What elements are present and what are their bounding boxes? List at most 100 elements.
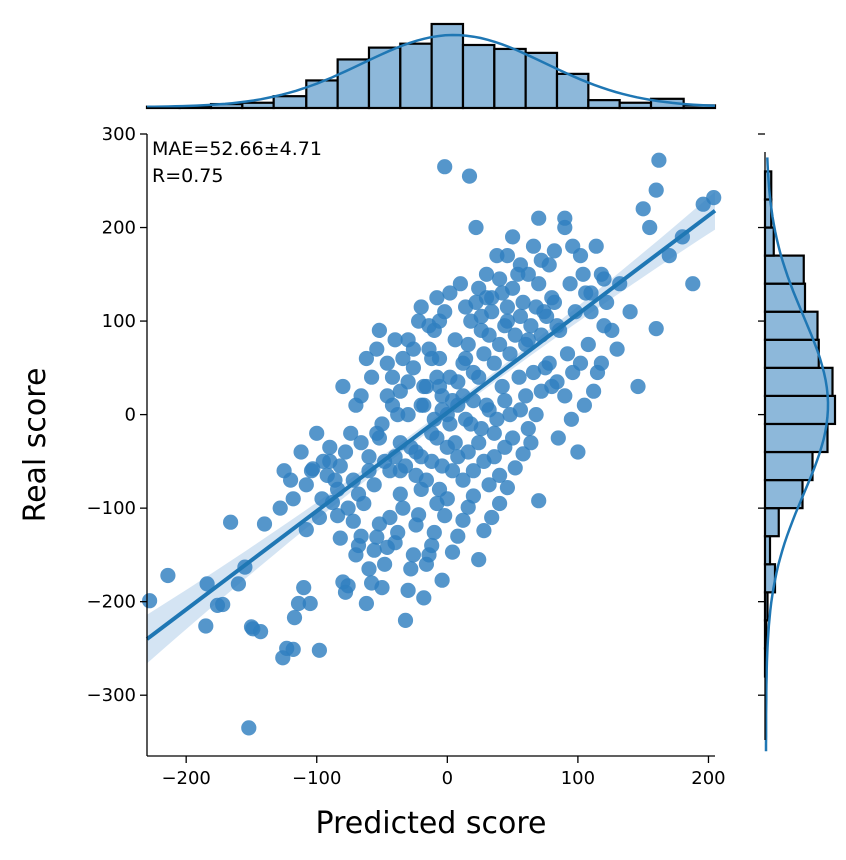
scatter-point xyxy=(371,430,387,446)
scatter-point xyxy=(460,444,476,460)
scatter-point xyxy=(507,327,523,343)
scatter-point xyxy=(379,355,395,371)
scatter-point xyxy=(651,152,667,168)
scatter-point xyxy=(471,435,487,451)
scatter-points xyxy=(142,152,722,736)
scatter-point xyxy=(322,439,338,455)
scatter-point xyxy=(661,248,677,264)
scatter-point xyxy=(418,378,434,395)
scatter-point xyxy=(599,294,615,310)
scatter-point xyxy=(283,472,299,488)
scatter-point xyxy=(366,477,382,493)
scatter-point xyxy=(418,472,434,488)
scatter-point xyxy=(586,383,602,399)
marginal-x-histogram xyxy=(145,22,717,110)
scatter-point xyxy=(361,449,377,465)
scatter-point xyxy=(447,332,463,348)
scatter-point xyxy=(437,159,453,175)
scatter-point xyxy=(492,495,508,512)
scatter-point xyxy=(450,374,466,390)
x-tick-label: 0 xyxy=(442,768,453,789)
scatter-point xyxy=(400,407,416,423)
scatter-point xyxy=(400,374,416,390)
scatter-point xyxy=(559,346,576,362)
scatter-point xyxy=(497,318,513,334)
scatter-point xyxy=(486,425,502,441)
scatter-point xyxy=(374,580,390,596)
scatter-point xyxy=(256,516,273,532)
y-hist-bar xyxy=(763,422,829,454)
scatter-point xyxy=(504,229,521,245)
scatter-point xyxy=(648,182,664,198)
scatter-point xyxy=(531,493,547,509)
scatter-point xyxy=(489,248,505,264)
scatter-point xyxy=(452,276,468,292)
scatter-point xyxy=(439,439,455,455)
scatter-point xyxy=(486,449,502,465)
x-tick-label: −100 xyxy=(292,768,341,789)
scatter-point xyxy=(504,280,521,296)
scatter-point xyxy=(525,364,542,381)
x-hist-bar xyxy=(618,101,653,110)
scatter-point xyxy=(353,528,369,544)
scatter-point xyxy=(332,458,348,474)
scatter-point xyxy=(319,467,335,483)
scatter-point xyxy=(353,435,369,451)
y-hist-bar xyxy=(763,450,814,482)
scatter-point xyxy=(405,547,421,563)
scatter-point xyxy=(160,567,176,584)
scatter-point xyxy=(492,467,508,483)
scatter-point xyxy=(580,336,596,353)
scatter-point xyxy=(575,266,591,282)
scatter-point xyxy=(311,642,327,658)
scatter-point xyxy=(570,444,586,460)
scatter-point xyxy=(572,355,589,371)
scatter-point xyxy=(413,299,429,315)
scatter-point xyxy=(392,486,408,502)
scatter-point xyxy=(528,407,544,423)
scatter-point xyxy=(518,388,534,404)
scatter-point xyxy=(345,513,361,529)
scatter-point xyxy=(481,327,497,343)
scatter-point xyxy=(353,388,369,404)
scatter-point xyxy=(285,491,301,507)
scatter-point xyxy=(303,463,320,479)
scatter-point xyxy=(471,552,487,568)
y-hist-bar xyxy=(763,366,834,397)
scatter-point xyxy=(455,512,471,528)
scatter-point xyxy=(335,378,351,395)
scatter-point xyxy=(630,378,646,395)
scatter-point xyxy=(371,322,387,338)
scatter-point xyxy=(296,580,312,596)
scatter-point xyxy=(484,509,500,526)
scatter-point xyxy=(358,350,374,367)
scatter-point xyxy=(340,578,356,594)
scatter-point xyxy=(492,271,508,287)
scatter-point xyxy=(520,421,536,437)
scatter-point xyxy=(421,318,437,334)
scatter-point xyxy=(142,593,158,609)
scatter-point xyxy=(416,590,432,606)
scatter-point xyxy=(199,576,215,592)
x-axis-label: Predicted score xyxy=(316,806,547,841)
x-hist-bar xyxy=(272,95,308,110)
scatter-point xyxy=(648,321,664,337)
scatter-point xyxy=(439,491,455,507)
scatter-point xyxy=(478,266,495,282)
scatter-point xyxy=(442,416,458,432)
scatter-point xyxy=(390,524,406,541)
y-hist-bar xyxy=(763,507,780,538)
y-axis-ticks: −300 −200 −100 0 100 200 300 xyxy=(87,124,147,706)
scatter-point xyxy=(531,276,547,292)
scatter-point xyxy=(523,435,539,451)
scatter-point xyxy=(523,318,539,334)
scatter-point xyxy=(481,477,497,493)
scatter-point xyxy=(557,388,573,404)
x-hist-bar xyxy=(555,72,590,110)
scatter-point xyxy=(293,444,309,460)
scatter-point xyxy=(395,500,411,516)
marginal-y-kde xyxy=(764,157,830,752)
y-tick-label: −100 xyxy=(87,498,136,519)
scatter-point xyxy=(461,168,478,184)
y-tick-label: 200 xyxy=(102,218,136,239)
